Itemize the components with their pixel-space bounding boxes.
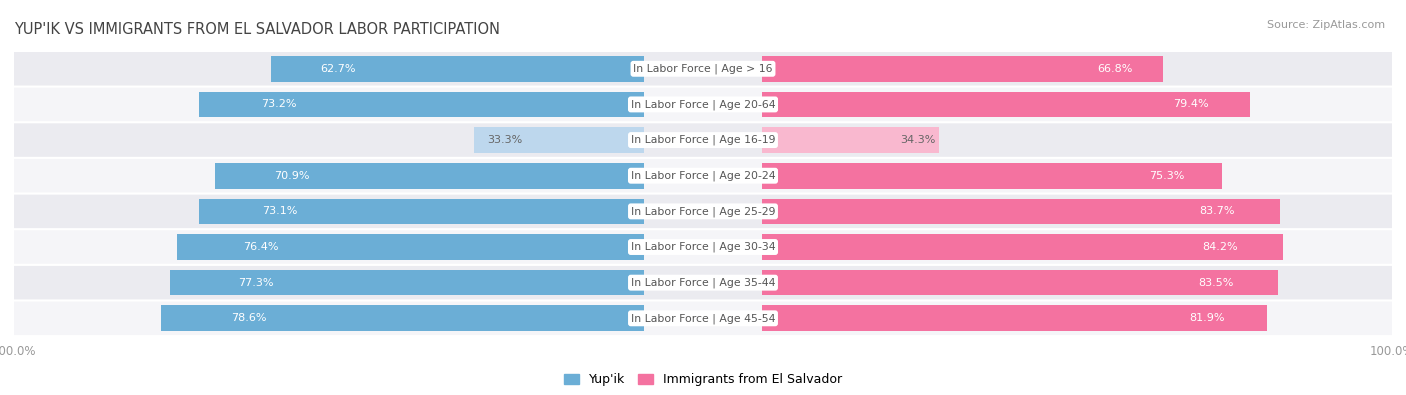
Bar	[762, 234, 1284, 260]
Bar	[271, 56, 644, 82]
Bar	[474, 127, 644, 153]
FancyBboxPatch shape	[14, 52, 1392, 86]
Text: 70.9%: 70.9%	[274, 171, 309, 181]
Text: In Labor Force | Age 20-64: In Labor Force | Age 20-64	[631, 99, 775, 110]
Bar	[762, 270, 1278, 295]
Text: In Labor Force | Age 20-24: In Labor Force | Age 20-24	[631, 171, 775, 181]
Text: 83.5%: 83.5%	[1198, 278, 1234, 288]
Text: YUP'IK VS IMMIGRANTS FROM EL SALVADOR LABOR PARTICIPATION: YUP'IK VS IMMIGRANTS FROM EL SALVADOR LA…	[14, 21, 501, 36]
Text: 34.3%: 34.3%	[900, 135, 935, 145]
Bar	[170, 270, 644, 295]
Text: 83.7%: 83.7%	[1199, 206, 1236, 216]
Bar	[198, 92, 644, 117]
FancyBboxPatch shape	[14, 123, 1392, 157]
FancyBboxPatch shape	[14, 88, 1392, 121]
FancyBboxPatch shape	[14, 195, 1392, 228]
Text: Source: ZipAtlas.com: Source: ZipAtlas.com	[1267, 20, 1385, 30]
Bar	[177, 234, 644, 260]
Text: 79.4%: 79.4%	[1174, 100, 1209, 109]
FancyBboxPatch shape	[14, 230, 1392, 264]
Text: 81.9%: 81.9%	[1189, 313, 1225, 324]
Bar	[762, 305, 1267, 331]
Text: In Labor Force | Age 30-34: In Labor Force | Age 30-34	[631, 242, 775, 252]
Text: In Labor Force | Age 25-29: In Labor Force | Age 25-29	[631, 206, 775, 216]
Bar	[762, 127, 939, 153]
Text: 33.3%: 33.3%	[486, 135, 522, 145]
Bar	[762, 163, 1222, 188]
FancyBboxPatch shape	[14, 159, 1392, 192]
Text: In Labor Force | Age 16-19: In Labor Force | Age 16-19	[631, 135, 775, 145]
FancyBboxPatch shape	[14, 266, 1392, 299]
Text: 73.1%: 73.1%	[262, 206, 297, 216]
Text: 78.6%: 78.6%	[231, 313, 266, 324]
Bar	[762, 92, 1250, 117]
Text: 62.7%: 62.7%	[321, 64, 356, 74]
Bar	[215, 163, 644, 188]
Text: 84.2%: 84.2%	[1202, 242, 1239, 252]
Legend: Yup'ik, Immigrants from El Salvador: Yup'ik, Immigrants from El Salvador	[564, 373, 842, 386]
Bar	[200, 199, 644, 224]
Text: 76.4%: 76.4%	[243, 242, 278, 252]
Bar	[162, 305, 644, 331]
Text: In Labor Force | Age 35-44: In Labor Force | Age 35-44	[631, 277, 775, 288]
Text: 77.3%: 77.3%	[238, 278, 274, 288]
Text: In Labor Force | Age 45-54: In Labor Force | Age 45-54	[631, 313, 775, 324]
Bar	[762, 199, 1279, 224]
Text: 73.2%: 73.2%	[262, 100, 297, 109]
FancyBboxPatch shape	[14, 301, 1392, 335]
Text: In Labor Force | Age > 16: In Labor Force | Age > 16	[633, 64, 773, 74]
Text: 75.3%: 75.3%	[1149, 171, 1184, 181]
Text: 66.8%: 66.8%	[1097, 64, 1133, 74]
Bar	[762, 56, 1163, 82]
